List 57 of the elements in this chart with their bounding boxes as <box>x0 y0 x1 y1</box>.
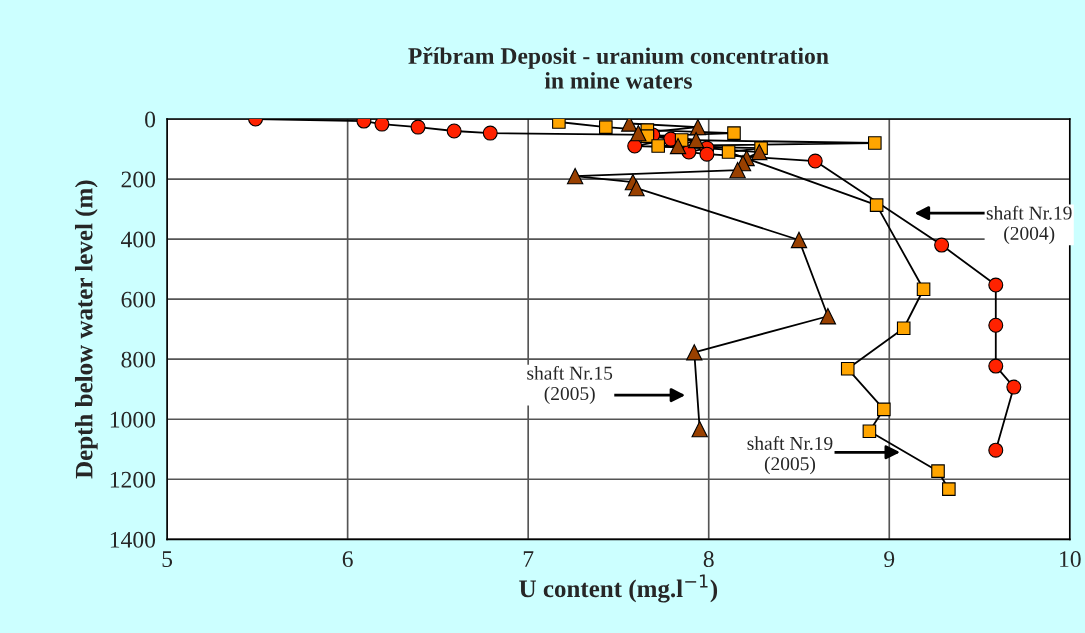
point <box>630 124 647 142</box>
annotation: shaft Nr.19 (2004) <box>986 205 1072 244</box>
x-tick-label: 7 <box>523 551 534 567</box>
point <box>599 120 613 134</box>
point <box>374 119 390 132</box>
point <box>1006 379 1022 395</box>
chart-title: Příbram Deposit - uranium concentration in mine waters <box>408 47 829 89</box>
point <box>807 153 823 169</box>
point <box>686 344 703 361</box>
point <box>988 358 1004 374</box>
x-tick-label: 8 <box>703 551 714 568</box>
point <box>721 145 736 159</box>
point <box>669 137 687 155</box>
y-tick-label: 800 <box>121 351 156 368</box>
point <box>988 317 1004 333</box>
y-tick-label: 1000 <box>110 411 156 428</box>
point <box>566 167 584 185</box>
y-tick-label: 600 <box>121 291 156 308</box>
y-tick-label: 0 <box>145 111 156 128</box>
point <box>790 231 808 249</box>
x-tick-label: 9 <box>884 551 895 568</box>
point <box>628 179 645 197</box>
point <box>482 125 498 141</box>
point <box>840 361 855 376</box>
point <box>942 482 956 496</box>
point <box>869 198 884 212</box>
x-tick-label: 10 <box>1060 551 1081 568</box>
annotation: shaft Nr.19 (2005) <box>747 436 833 475</box>
x-tick-label: 5 <box>162 551 173 568</box>
point <box>691 420 708 438</box>
point <box>687 131 705 149</box>
annotation: shaft Nr.15 (2005) <box>527 365 613 405</box>
y-tick-label: 200 <box>121 171 156 188</box>
point <box>916 282 931 297</box>
point <box>862 424 877 439</box>
point <box>934 237 950 253</box>
point <box>689 119 707 136</box>
point <box>651 139 665 153</box>
point <box>727 126 741 140</box>
point <box>868 136 882 150</box>
point <box>819 308 837 325</box>
point <box>877 402 891 417</box>
point <box>896 321 911 336</box>
point <box>988 277 1004 293</box>
point <box>699 146 715 162</box>
point <box>931 464 945 478</box>
x-tick-label: 6 <box>342 551 353 568</box>
y-tick-label: 1400 <box>110 531 156 548</box>
point <box>751 143 768 161</box>
y-tick-label: 1200 <box>110 471 156 488</box>
x-axis-title: U content (mg.l$^{−1}$) <box>519 574 718 603</box>
y-axis-title: Depth below water level (m) <box>74 180 98 479</box>
point <box>988 442 1004 458</box>
point <box>410 119 426 135</box>
y-tick-label: 400 <box>121 231 156 248</box>
point <box>446 123 462 139</box>
point <box>729 161 746 179</box>
